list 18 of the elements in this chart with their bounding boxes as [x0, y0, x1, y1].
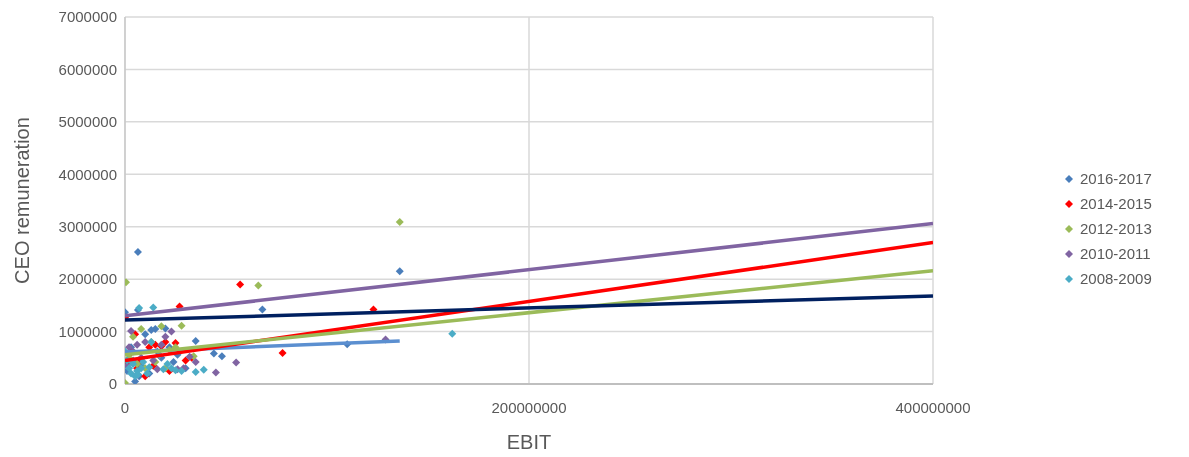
y-tick-label: 5000000 — [58, 113, 117, 131]
y-tick-label: 7000000 — [58, 8, 117, 26]
legend-label: 2012-2013 — [1080, 220, 1152, 237]
y-tick-label: 2000000 — [58, 270, 117, 288]
x-tick-label: 200000000 — [491, 398, 567, 416]
y-tick-label: 6000000 — [58, 60, 117, 78]
x-tick-label: 0 — [120, 398, 130, 416]
y-tick-label: 0 — [108, 375, 117, 393]
legend-label: 2010-2011 — [1080, 245, 1151, 262]
y-tick-label: 4000000 — [58, 165, 117, 183]
y-axis-title: CEO remuneration — [11, 117, 34, 284]
x-tick-label: 400000000 — [895, 398, 971, 416]
x-axis-title: EBIT — [506, 431, 552, 453]
legend-label: 2016-2017 — [1080, 170, 1152, 187]
y-tick-label: 1000000 — [58, 322, 117, 340]
legend-label: 2008-2009 — [1080, 270, 1152, 287]
legend-label: 2014-2015 — [1080, 195, 1152, 212]
y-tick-label: 3000000 — [58, 218, 117, 236]
